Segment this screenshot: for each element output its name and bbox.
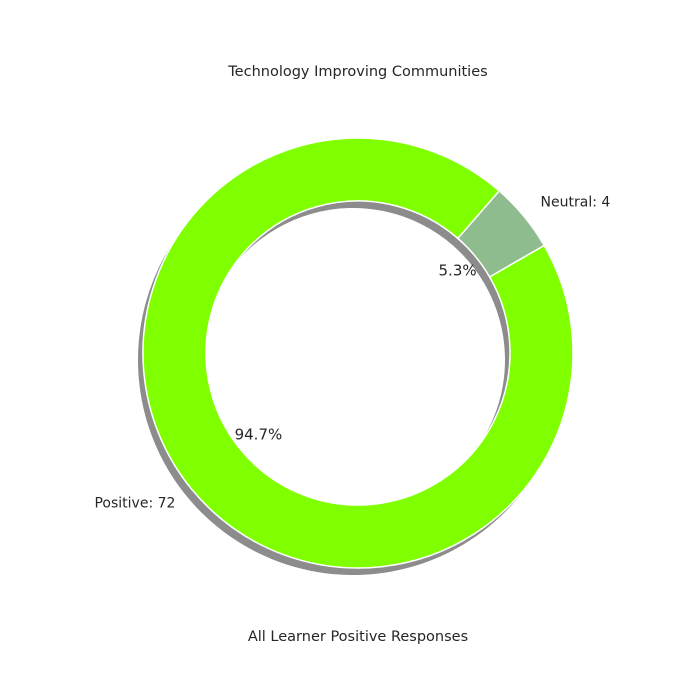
donut-slices [142,137,574,569]
slice-positive [142,137,574,569]
percent-label-positive: 94.7% [235,426,283,444]
donut-labels: Neutral: 4 5.3% Positive: 72 94.7% [94,195,610,512]
chart-xlabel: All Learner Positive Responses [248,629,468,645]
percent-label-neutral: 5.3% [439,261,477,279]
slice-label-positive: Positive: 72 [94,495,175,511]
chart-title: Technology Improving Communities [227,64,487,80]
slice-label-neutral: Neutral: 4 [541,195,611,211]
